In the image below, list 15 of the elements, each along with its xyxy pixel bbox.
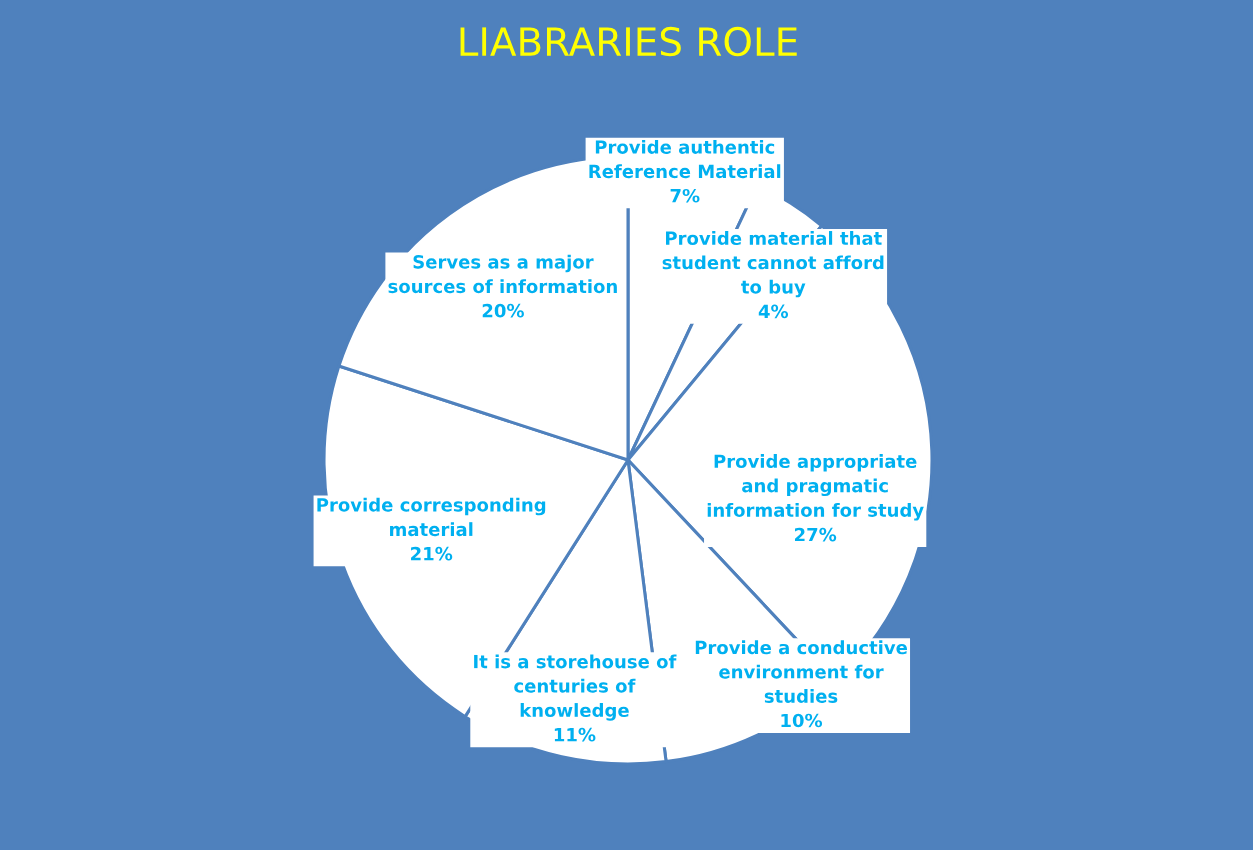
chart-title: LIABRARIES ROLE	[460, 26, 797, 57]
data-label: 10%	[781, 713, 823, 728]
data-label: 4%	[758, 304, 789, 319]
data-label: 20%	[482, 303, 524, 318]
slice-label: Provide authentic Reference Material	[589, 139, 781, 179]
data-label: 27%	[794, 527, 837, 542]
slice-label: Serves as a major sources of information	[388, 254, 617, 294]
slice-label: Provide corresponding material	[317, 497, 546, 537]
slice-label: Provide a conductive environment for studies	[695, 640, 907, 703]
slice-label: Provide appropriate and pragmatic information for study	[707, 454, 924, 521]
slice-label: It is a storehouse of centuries of knowledge	[474, 654, 677, 721]
data-label: 21%	[411, 546, 453, 561]
slice-label: Provide material that student cannot afford to buy	[662, 231, 884, 298]
data-label: 11%	[554, 727, 596, 742]
data-label: 7%	[670, 188, 700, 203]
